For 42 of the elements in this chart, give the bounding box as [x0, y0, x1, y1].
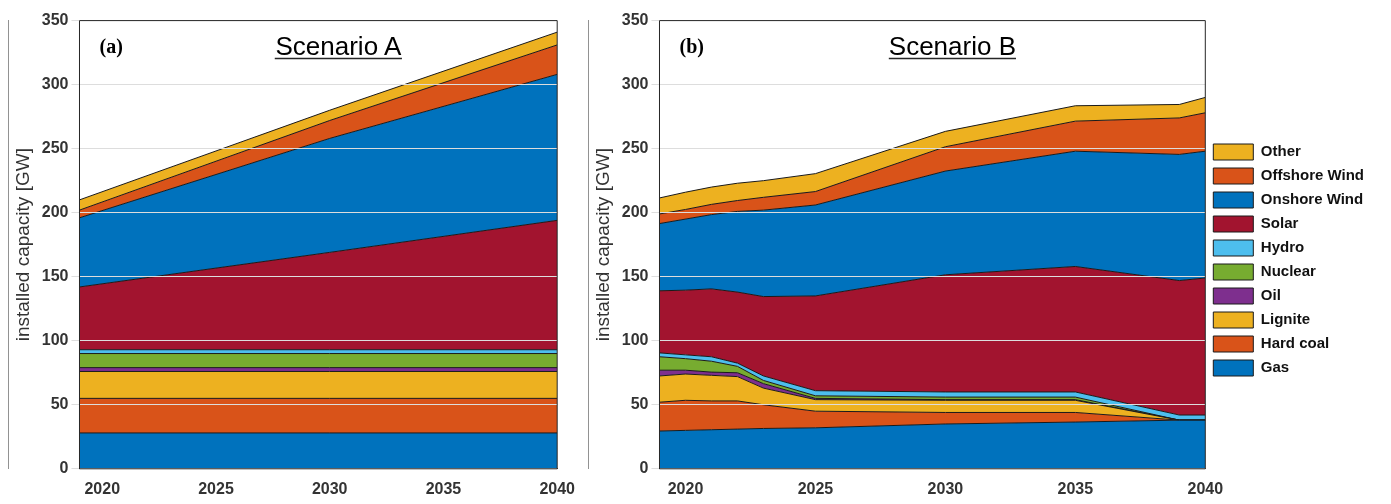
y-tick-label: 100: [621, 331, 649, 349]
y-tick-label: 350: [41, 11, 69, 29]
x-tick-label: 2040: [1187, 479, 1224, 497]
y-tick-label: 50: [50, 395, 69, 413]
y-tick-label: 300: [41, 75, 69, 93]
y-axis-title: installed capacity [GW]: [11, 148, 33, 342]
legend-label: Oil: [1260, 286, 1281, 304]
x-tick-label: 2040: [539, 479, 576, 497]
x-tick-label: 2025: [797, 479, 834, 497]
chart-title: Scenario B: [888, 30, 1016, 61]
legend-label: Hard coal: [1260, 334, 1330, 352]
y-tick-label: 300: [621, 75, 649, 93]
legend-label: Offshore Wind: [1260, 166, 1365, 184]
y-tick-label: 0: [59, 459, 69, 477]
y-tick-label: 50: [630, 395, 649, 413]
y-tick-label: 250: [41, 139, 69, 157]
y-tick-label: 150: [41, 267, 69, 285]
legend-label: Hydro: [1260, 238, 1305, 256]
y-tick-label: 350: [621, 11, 649, 29]
annotation: (a): [99, 34, 123, 58]
legend-label: Solar: [1260, 214, 1299, 232]
legend-label: Nuclear: [1260, 262, 1316, 280]
y-tick-label: 200: [41, 203, 69, 221]
y-tick-label: 200: [621, 203, 649, 221]
legend-label: Lignite: [1260, 310, 1310, 328]
y-tick-label: 150: [621, 267, 649, 285]
x-tick-label: 2020: [667, 479, 704, 497]
x-tick-label: 2030: [927, 479, 964, 497]
y-tick-label: 250: [621, 139, 649, 157]
legend-label: Gas: [1260, 358, 1290, 376]
x-tick-label: 2035: [425, 479, 462, 497]
legend-label: Other: [1260, 142, 1301, 160]
x-tick-label: 2035: [1057, 479, 1094, 497]
x-tick-label: 2020: [84, 479, 121, 497]
x-tick-label: 2030: [311, 479, 348, 497]
legend-label: Onshore Wind: [1260, 190, 1364, 208]
chart-title: Scenario A: [275, 30, 402, 61]
x-tick-label: 2025: [198, 479, 234, 497]
y-tick-label: 0: [639, 459, 649, 477]
y-axis-title: installed capacity [GW]: [591, 148, 613, 342]
annotation: (b): [679, 34, 704, 58]
y-tick-label: 100: [41, 331, 69, 349]
